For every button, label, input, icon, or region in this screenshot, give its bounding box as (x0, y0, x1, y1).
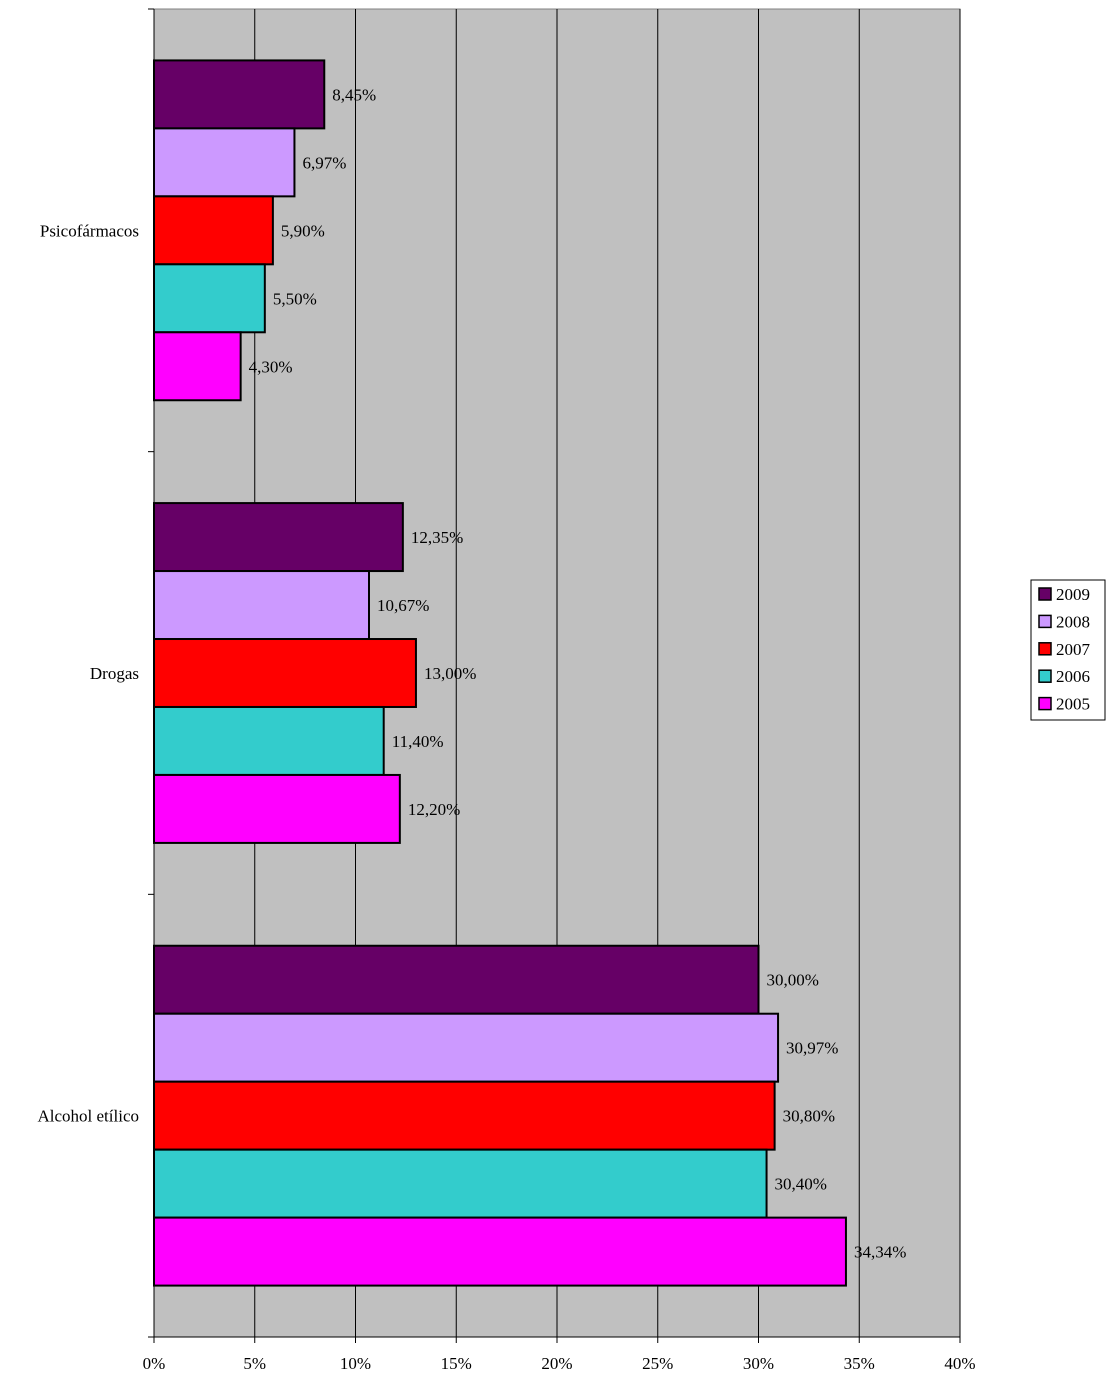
data-label: 12,20% (408, 800, 460, 819)
data-label: 5,50% (273, 289, 317, 308)
bar-2008 (153, 1012, 780, 1083)
bars (153, 59, 847, 1287)
category-label: Drogas (90, 664, 139, 683)
data-labels: 8,45% 6,97% 5,90% 5,50% 4,30% 12,35% 10,67% 13,… (249, 85, 907, 1261)
data-label: 5,90% (281, 221, 325, 240)
x-tick-label: 10% (340, 1354, 371, 1373)
bar-2006 (153, 705, 385, 776)
legend-label: 2008 (1056, 612, 1090, 631)
bar-2006 (153, 263, 266, 334)
bar-2009 (153, 59, 326, 130)
category-label: Psicofármacos (40, 221, 139, 240)
bar-2005 (153, 331, 242, 402)
data-label: 8,45% (332, 85, 376, 104)
data-label: 4,30% (249, 357, 293, 376)
data-label: 10,67% (377, 596, 429, 615)
bar-2005 (153, 1216, 847, 1287)
data-label: 30,00% (767, 971, 819, 990)
category-label: Alcohol etílico (37, 1107, 139, 1126)
legend-label: 2007 (1056, 640, 1091, 659)
legend-label: 2009 (1056, 585, 1090, 604)
data-label: 12,35% (411, 528, 463, 547)
bar-2007 (153, 1080, 776, 1151)
x-tick-label: 15% (441, 1354, 472, 1373)
legend-label: 2005 (1056, 695, 1090, 714)
data-label: 30,80% (783, 1107, 835, 1126)
data-label: 34,34% (854, 1243, 906, 1262)
x-tick-label: 5% (243, 1354, 266, 1373)
x-tick-label: 25% (642, 1354, 673, 1373)
data-label: 30,97% (786, 1039, 838, 1058)
legend-swatch (1038, 642, 1052, 656)
bar-2005 (153, 773, 401, 844)
x-tick-label: 20% (541, 1354, 572, 1373)
data-label: 6,97% (302, 153, 346, 172)
legend-swatch (1038, 614, 1052, 629)
bar-2008 (153, 127, 296, 198)
legend-swatch (1038, 669, 1052, 683)
data-label: 11,40% (392, 732, 444, 751)
bar-2009 (153, 502, 404, 573)
legend: 2009 2008 2007 2006 2005 (1030, 579, 1106, 721)
x-tick-label: 40% (944, 1354, 975, 1373)
bar-2009 (153, 944, 760, 1015)
bar-2007 (153, 638, 417, 708)
bar-2007 (153, 195, 274, 266)
x-tick-label: 30% (743, 1354, 774, 1373)
bar-2006 (153, 1148, 768, 1219)
x-tick-label: 0% (143, 1354, 166, 1373)
legend-swatch (1038, 587, 1052, 601)
legend-swatch (1038, 696, 1052, 711)
bar-2008 (153, 570, 371, 641)
axes: 0% 5% 10% 15% 20% 25% 30% 35% 40% Psicofármacos Dr… (37, 8, 976, 1373)
legend-label: 2006 (1056, 667, 1090, 686)
x-tick-label: 35% (844, 1354, 875, 1373)
data-label: 30,40% (775, 1175, 827, 1194)
data-label: 13,00% (424, 664, 476, 683)
